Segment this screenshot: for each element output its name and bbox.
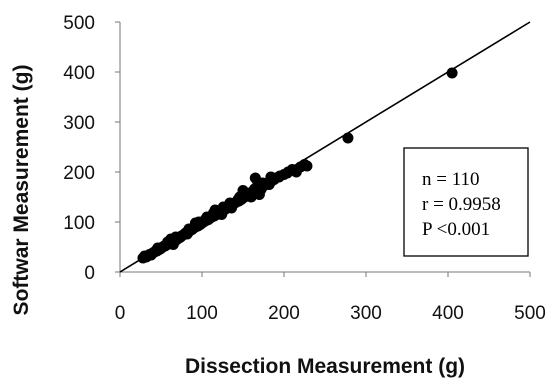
y-tick-label: 400 (63, 63, 95, 84)
data-point (301, 160, 313, 172)
data-point (152, 242, 164, 254)
x-tick-label: 500 (514, 303, 546, 324)
data-point (234, 191, 246, 203)
y-tick-label: 500 (63, 13, 95, 34)
stats-r: r = 0.9958 (422, 194, 501, 215)
data-point (281, 167, 293, 179)
y-tick-label: 300 (63, 113, 95, 134)
data-point (273, 171, 285, 183)
y-tick-label: 100 (63, 213, 95, 234)
x-tick-label: 100 (186, 303, 218, 324)
data-point (145, 249, 157, 261)
data-point (226, 202, 238, 214)
x-tick-label: 300 (350, 303, 382, 324)
plot-area (115, 21, 531, 277)
data-point (201, 211, 213, 223)
data-point (181, 228, 193, 240)
y-axis-title: Softwar Measurement (g) (10, 65, 33, 316)
y-tick-label: 200 (63, 163, 95, 184)
data-point (446, 67, 458, 79)
stats-box: n = 110 r = 0.9958 P <0.001 (403, 147, 529, 257)
data-point (170, 231, 182, 243)
stats-p: P <0.001 (422, 219, 490, 240)
data-point (257, 177, 269, 189)
y-tick-label: 0 (84, 263, 95, 284)
data-point (217, 201, 229, 213)
stats-n: n = 110 (422, 169, 480, 190)
data-point (253, 189, 265, 200)
data-point (265, 171, 277, 183)
x-axis-title: Dissection Measurement (g) (185, 355, 465, 378)
x-tick-label: 0 (115, 303, 126, 324)
stats-box-border (403, 147, 529, 257)
x-tick-label: 200 (268, 303, 300, 324)
data-point (162, 236, 174, 248)
data-point (342, 132, 354, 144)
x-tick-label: 400 (432, 303, 464, 324)
data-point (193, 216, 205, 228)
